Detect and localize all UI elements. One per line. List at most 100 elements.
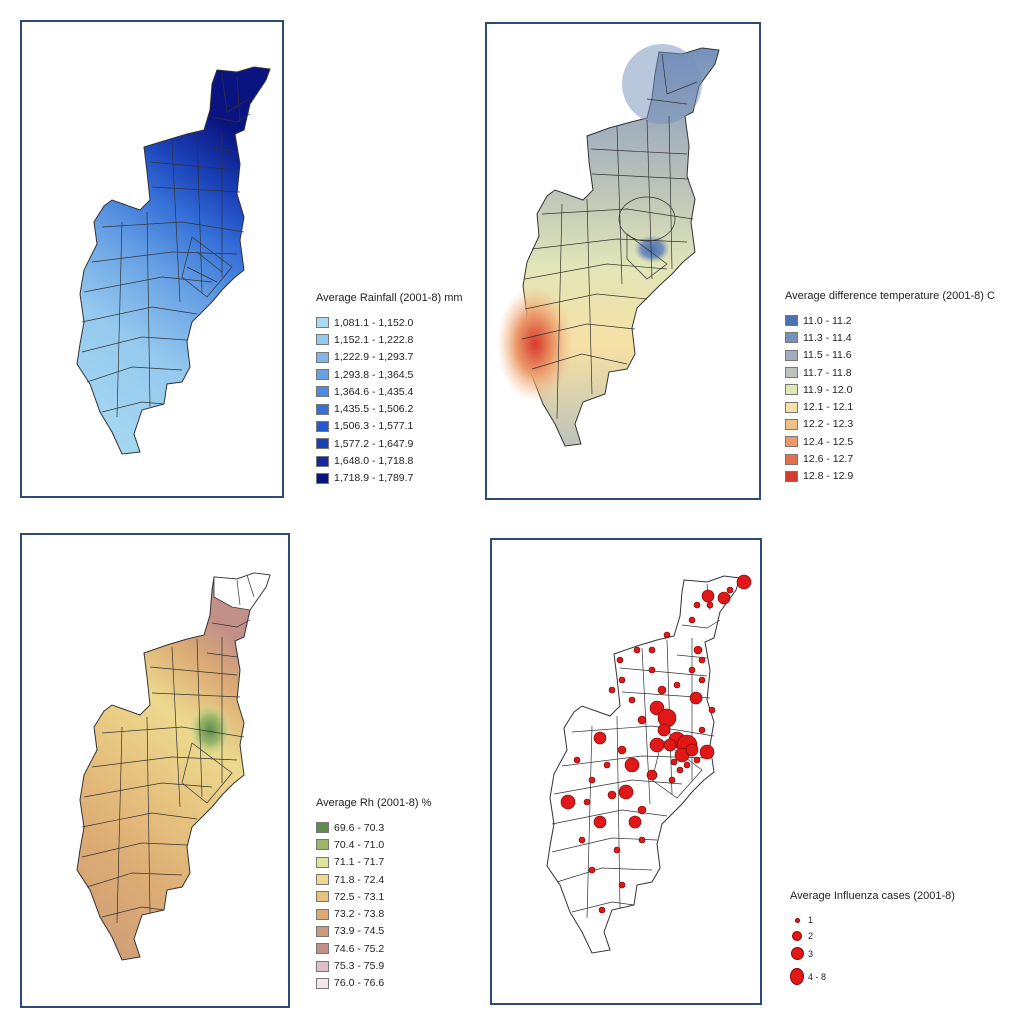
- influenza-marker: [726, 586, 734, 594]
- influenza-marker: [578, 836, 586, 844]
- humidity-legend-item: 71.8 - 72.4: [316, 871, 431, 888]
- influenza-marker: [693, 756, 701, 764]
- temperature-legend-item: 12.6 - 12.7: [785, 450, 995, 467]
- influenza-legend-label: 1: [808, 915, 814, 925]
- rainfall-legend-item: 1,293.8 - 1,364.5: [316, 366, 463, 383]
- rainfall-legend-label: 1,222.9 - 1,293.7: [334, 351, 414, 364]
- influenza-marker: [683, 761, 691, 769]
- influenza-marker: [618, 881, 626, 889]
- rainfall-legend-item: 1,577.2 - 1,647.9: [316, 435, 463, 452]
- influenza-legend-title: Average Influenza cases (2001-8): [790, 890, 955, 902]
- influenza-marker: [717, 591, 731, 605]
- temperature-legend-label: 11.9 - 12.0: [803, 383, 853, 396]
- humidity-map: [76, 572, 271, 961]
- influenza-marker: [618, 784, 634, 800]
- rainfall-legend-swatch: [316, 351, 329, 363]
- rainfall-legend-item: 1,718.9 - 1,789.7: [316, 470, 463, 487]
- temperature-legend-label: 11.7 - 11.8: [803, 366, 852, 379]
- influenza-marker: [628, 815, 642, 829]
- rainfall-legend-item: 1,435.5 - 1,506.2: [316, 400, 463, 417]
- influenza-marker: [648, 666, 656, 674]
- temperature-legend-item: 11.3 - 11.4: [785, 329, 995, 346]
- influenza-marker: [688, 666, 696, 674]
- influenza-marker: [693, 645, 703, 655]
- humidity-legend-swatch: [316, 977, 329, 989]
- rainfall-map: [76, 66, 271, 455]
- influenza-marker: [698, 676, 706, 684]
- influenza-marker: [638, 836, 646, 844]
- influenza-marker: [588, 776, 596, 784]
- temperature-legend-label: 12.1 - 12.1: [803, 401, 854, 414]
- humidity-legend-swatch: [316, 839, 329, 851]
- influenza-marker: [593, 815, 607, 829]
- influenza-markers: [560, 574, 752, 914]
- influenza-marker: [613, 846, 621, 854]
- influenza-marker: [628, 696, 636, 704]
- rainfall-legend-item: 1,648.0 - 1,718.8: [316, 452, 463, 469]
- influenza-marker: [588, 866, 596, 874]
- influenza-legend-bubble: [790, 947, 804, 960]
- influenza-marker: [573, 756, 581, 764]
- humidity-legend-swatch: [316, 908, 329, 920]
- influenza-marker: [689, 691, 703, 705]
- temperature-legend-swatch: [785, 453, 798, 465]
- influenza-marker: [736, 574, 752, 590]
- influenza-map-panel: [490, 538, 762, 1005]
- humidity-legend: Average Rh (2001-8) % 69.6 - 70.3 70.4 - …: [316, 797, 431, 992]
- rainfall-legend-item: 1,081.1 - 1,152.0: [316, 314, 463, 331]
- rainfall-legend-label: 1,081.1 - 1,152.0: [334, 316, 414, 329]
- influenza-marker: [624, 757, 640, 773]
- humidity-legend-label: 75.3 - 75.9: [334, 960, 385, 973]
- humidity-legend-item: 75.3 - 75.9: [316, 957, 431, 974]
- influenza-marker: [633, 646, 641, 654]
- influenza-marker: [608, 686, 616, 694]
- humidity-legend-item: 73.9 - 74.5: [316, 923, 431, 940]
- influenza-marker: [603, 761, 611, 769]
- temperature-legend: Average difference temperature (2001-8) …: [785, 290, 995, 485]
- temperature-legend-item: 11.9 - 12.0: [785, 381, 995, 398]
- influenza-marker: [668, 776, 676, 784]
- rainfall-legend-swatch: [316, 369, 329, 381]
- humidity-legend-label: 70.4 - 71.0: [334, 838, 385, 851]
- influenza-legend-label: 4 - 8: [808, 971, 827, 982]
- influenza-marker: [663, 631, 671, 639]
- rainfall-legend-swatch: [316, 386, 329, 398]
- influenza-marker: [699, 744, 715, 760]
- influenza-marker: [706, 601, 714, 609]
- influenza-marker: [616, 656, 624, 664]
- temperature-legend-label: 11.0 - 11.2: [803, 314, 852, 327]
- temperature-legend-label: 12.8 - 12.9: [803, 470, 854, 483]
- influenza-marker: [657, 685, 667, 695]
- rainfall-legend-label: 1,506.3 - 1,577.1: [334, 420, 414, 433]
- influenza-marker: [618, 676, 626, 684]
- influenza-marker: [673, 681, 681, 689]
- influenza-marker: [617, 745, 627, 755]
- temperature-legend-label: 12.6 - 12.7: [803, 453, 854, 466]
- influenza-marker: [607, 790, 617, 800]
- rainfall-legend-label: 1,364.6 - 1,435.4: [334, 385, 414, 398]
- temperature-legend-item: 12.4 - 12.5: [785, 433, 995, 450]
- humidity-legend-swatch: [316, 891, 329, 903]
- temperature-legend-swatch: [785, 384, 798, 396]
- influenza-marker: [693, 601, 701, 609]
- influenza-marker: [646, 769, 658, 781]
- influenza-legend-label: 2: [808, 931, 814, 941]
- temperature-legend-label: 12.2 - 12.3: [803, 418, 854, 431]
- influenza-marker: [648, 646, 656, 654]
- humidity-map-panel: [20, 533, 290, 1008]
- influenza-marker: [637, 805, 647, 815]
- humidity-legend-label: 71.8 - 72.4: [334, 873, 385, 886]
- influenza-marker: [670, 758, 678, 766]
- temperature-legend-swatch: [785, 418, 798, 430]
- rainfall-legend-swatch: [316, 420, 329, 432]
- influenza-map: [546, 574, 752, 954]
- influenza-marker: [637, 715, 647, 725]
- temperature-legend-item: 11.5 - 11.6: [785, 347, 995, 364]
- influenza-legend-bubble: [792, 931, 802, 941]
- rainfall-map-panel: [20, 20, 284, 498]
- influenza-marker: [676, 766, 684, 774]
- rainfall-legend-swatch: [316, 438, 329, 450]
- humidity-legend-label: 76.0 - 76.6: [334, 977, 385, 990]
- temperature-legend-swatch: [785, 436, 798, 448]
- influenza-marker: [657, 723, 671, 737]
